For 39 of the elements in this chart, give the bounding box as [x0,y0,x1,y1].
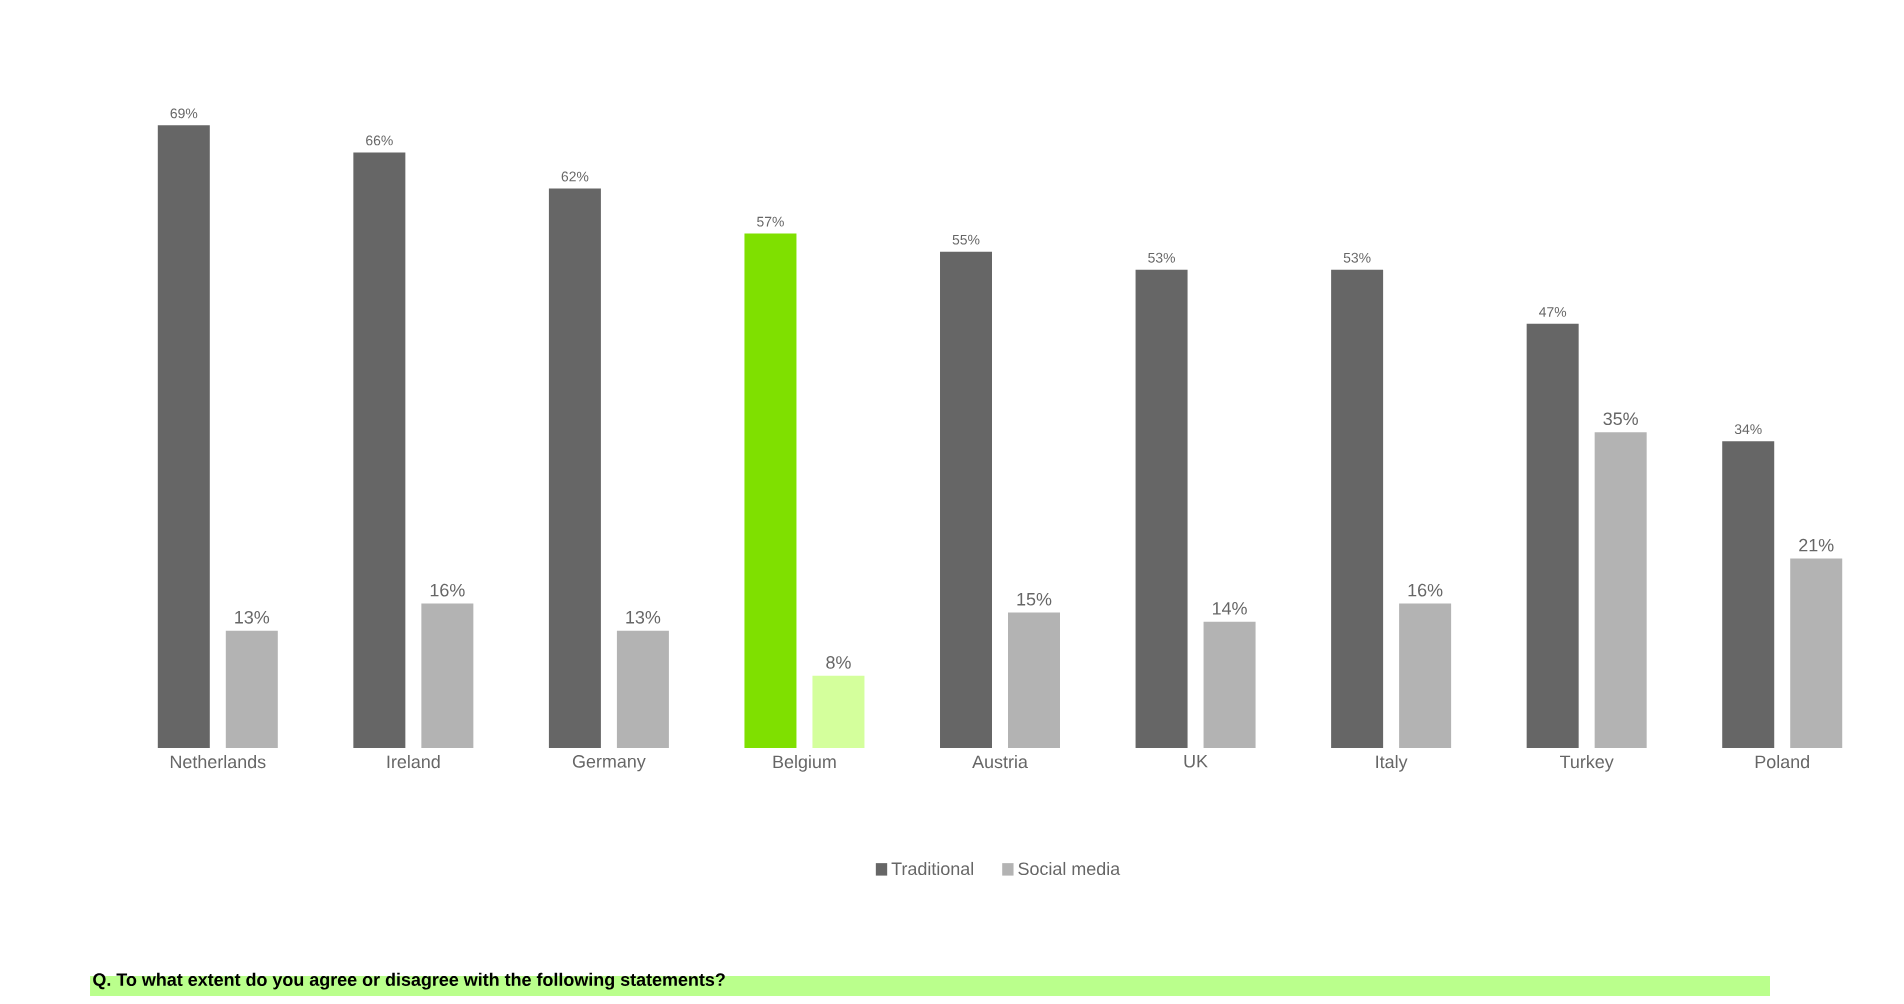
x-tick-label: Ireland [387,755,440,769]
bar [1135,269,1188,748]
bar [1790,558,1843,748]
bar [1203,621,1256,748]
bar [1399,603,1452,748]
data-label: 8% [826,656,851,669]
data-label: 16% [430,583,465,597]
bar [1722,441,1775,748]
data-label: 13% [626,610,661,624]
data-label: 15% [1017,592,1052,606]
data-label: 13% [235,610,270,624]
x-tick-label: Italy [1376,755,1408,772]
data-label: 35% [1603,412,1638,426]
bar [421,603,474,748]
bar [1594,432,1647,748]
bar [1526,323,1579,748]
x-tick-label: Turkey [1560,755,1614,772]
bar [225,630,278,748]
x-tick-label: Germany [572,755,646,772]
x-tick-label: UK [1184,755,1208,768]
bar [812,675,865,748]
x-tick-label: Austria [972,755,1028,769]
bar [616,630,669,748]
data-label: 21% [1799,538,1834,552]
bar [157,125,210,748]
bar [744,233,797,748]
legend-label: Traditional [891,861,973,876]
x-tick-label: Poland [1755,755,1809,769]
bar [548,188,601,748]
data-label: 16% [1408,583,1443,597]
data-label: 14% [1212,602,1247,615]
bar [1008,612,1061,748]
x-tick-label: Netherlands [170,755,266,769]
bar [1331,269,1384,748]
bar [353,152,406,748]
text: Q. To what extent do you agree or disagree with the following statements? [93,972,725,990]
bar [940,251,993,748]
x-tick-label: Belgium [773,755,836,772]
legend-label: Social media [1018,861,1121,876]
